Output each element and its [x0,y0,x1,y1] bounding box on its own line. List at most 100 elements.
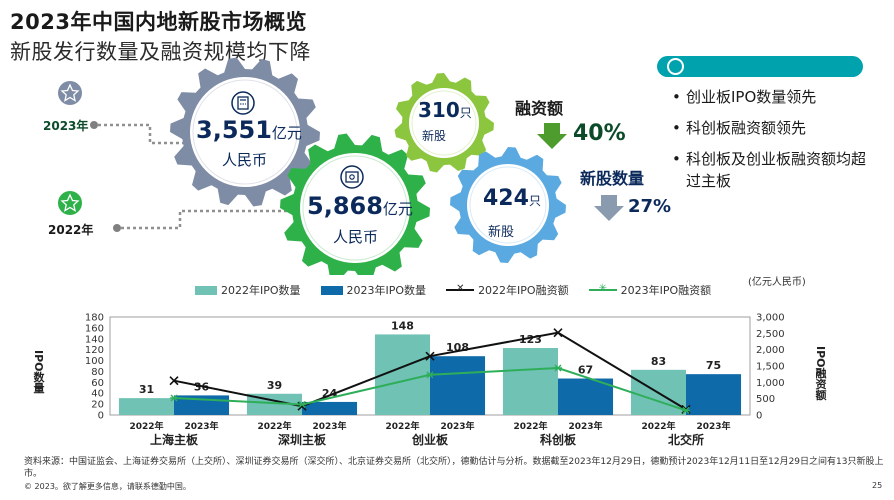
bar-year-label: 2022年 [257,420,291,432]
gear-ipo-2022-sub: 新股 [488,225,515,240]
ipo-count-unit: 只 [528,194,541,208]
bar-year-label: 2022年 [129,420,163,432]
y-right-tick-label: 1,000 [756,378,785,389]
gear-ipo-2023-shape [394,73,494,173]
category-label: 科创板 [540,432,577,447]
bar-value-label: 67 [578,364,593,377]
y-left-tick-label: 180 [85,313,104,324]
legend-item: ✳ 2023年IPO融资额 [588,282,712,298]
legend-label: 2023年IPO数量 [346,284,427,297]
y-left-tick-label: 160 [85,323,104,334]
bar-year-label: 2023年 [696,420,730,432]
y-right-tick-label: 2,000 [756,345,785,356]
y-right-tick-label: 3,000 [756,313,785,324]
bullets-header-bar [657,56,863,77]
line-marker [170,394,178,402]
legend-item: 2022年IPO数量 [195,282,301,298]
ipo-count-value: 424 [483,186,529,211]
bar-value-label: 31 [139,383,154,396]
page-number: 25 [872,481,883,490]
gear-2023-amount-shape [170,57,320,207]
bar-2022年IPO数量 [502,348,558,415]
ipo-count-label: 新股数量 [580,169,645,188]
y-right-tick-label: 2,500 [756,329,785,340]
category-label: 北交所 [668,432,704,447]
y-axis-right-title: IPO融资额 [814,346,827,401]
bullet-list: 创业板IPO数量领先 科创板融资额领先 科创板及创业板融资额均超过主板 [672,86,872,201]
bar-year-label: 2023年 [312,420,346,432]
line-marker [554,364,562,372]
bar-2023年IPO数量 [686,374,742,415]
bar-value-label: 148 [391,319,414,332]
y-right-tick-label: 1,500 [756,362,785,373]
legend-item: ✕ 2022年IPO融资额 [446,282,569,298]
legend-swatch [195,285,217,295]
year-2022-label: 2022年 [48,223,94,237]
bar-value-label: 39 [267,379,282,392]
y-left-tick-label: 100 [85,356,104,367]
bar-2023年IPO数量 [302,401,358,415]
bar-value-label: 75 [706,359,721,372]
unit-note: (亿元人民币) [748,277,806,288]
gear-2023-amount: 3,551亿元 [196,116,306,144]
down-arrow-icon [594,195,624,221]
amount-unit: 亿元 [271,124,302,142]
bar-2023年IPO数量 [558,378,614,415]
page-title: 2023年中国内地新股市场概览 [10,10,307,34]
amount-unit: 亿元 [382,200,413,218]
gear-ipo-2022-shape [450,147,566,263]
calculator-icon [231,91,255,115]
source-note: 资料来源：中国证监会、上海证券交易所（上交所）、深圳证券交易所（深交所）、北京证… [24,457,884,479]
gear-ipo-2023: 310只 [418,98,472,122]
ipo-chart: 02040608010012014016018005001,0001,5002,… [85,313,785,448]
star-icon [58,81,82,105]
y-left-tick-label: 140 [85,334,104,345]
gear-ipo-2022: 424只 [483,186,541,211]
funding-change: 40% [573,121,626,146]
bar-year-label: 2022年 [513,420,547,432]
legend-label: 2023年IPO融资额 [620,284,712,297]
gear-2022-amount: 5,868亿元 [307,192,427,220]
legend-swatch [320,285,343,295]
y-left-tick-label: 120 [85,345,104,356]
safe-icon [340,165,364,189]
y-right-tick-label: 0 [756,411,762,422]
y-left-tick-label: 60 [91,378,104,389]
legend-item: 2023年IPO数量 [320,282,427,298]
y-left-tick-label: 0 [98,411,104,422]
infographic [58,57,566,275]
bar-year-label: 2023年 [568,420,602,432]
ipo-count-change: 27% [628,196,672,217]
amount-value: 3,551 [196,116,272,144]
ipo-count-value: 310 [418,98,460,122]
bar-year-label: 2022年 [641,420,675,432]
funding-label: 融资额 [515,99,564,118]
y-axis-left-title: IPO数量 [32,350,45,394]
y-right-tick-label: 500 [756,394,775,405]
y-left-tick-label: 80 [91,367,104,378]
down-arrow-icon [537,123,567,149]
legend-label: 2022年IPO融资额 [478,284,569,297]
year-2023-label: 2023年 [43,119,89,133]
gear-ipo-2023-sub: 新股 [422,129,447,143]
ipo-count-unit: 只 [459,106,472,120]
legend-label: 2022年IPO数量 [221,284,301,297]
line-marker [298,401,306,409]
bar-year-label: 2023年 [440,420,474,432]
line-marker [169,376,179,386]
gear-2022-amount-sub: 人民币 [333,228,379,246]
bar-year-label: 2022年 [385,420,419,432]
bullet-item: 科创板及创业板融资额均超过主板 [672,148,872,192]
category-label: 上海主板 [150,432,199,447]
y-left-tick-label: 20 [91,400,104,411]
bar-2022年IPO数量 [246,393,302,415]
bar-2023年IPO数量 [430,356,486,415]
bar-2022年IPO数量 [118,398,174,415]
line-marker [426,371,434,379]
category-label: 创业板 [411,432,449,447]
bar-year-label: 2023年 [184,420,218,432]
star-icon [58,191,82,215]
gear-2023-amount-sub: 人民币 [222,151,268,169]
amount-value: 5,868 [307,192,383,220]
bullet-item: 创业板IPO数量领先 [672,86,872,108]
